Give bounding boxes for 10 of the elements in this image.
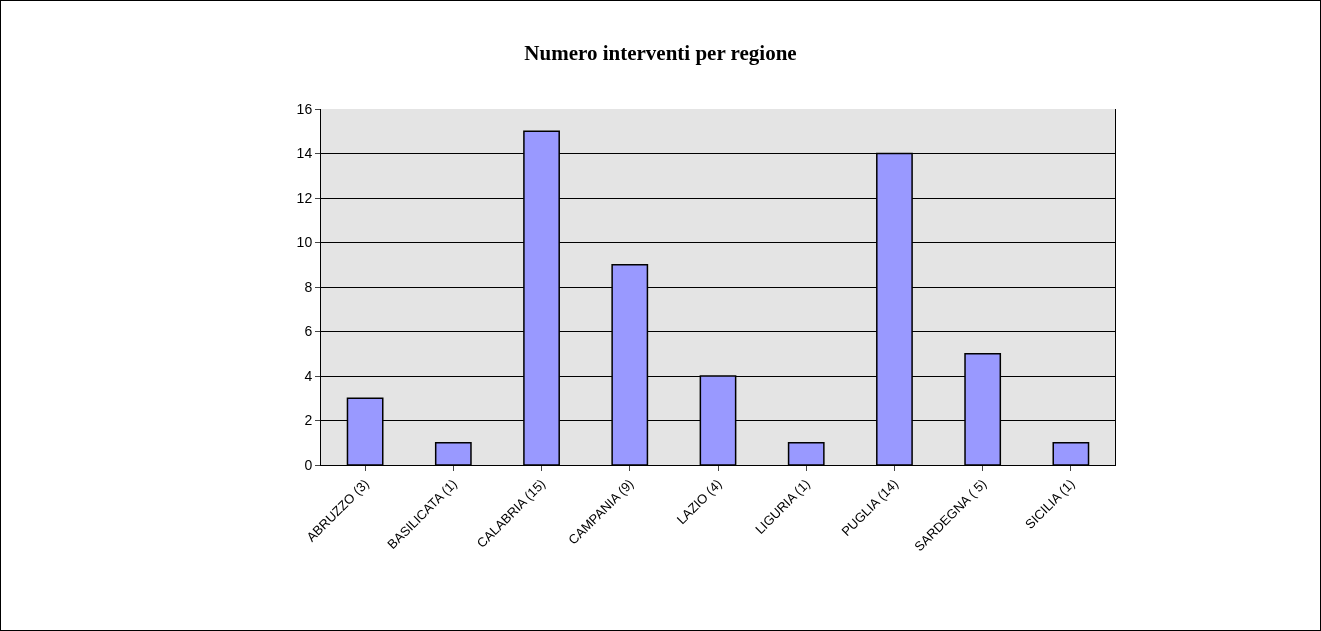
chart-title: Numero interventi per regione — [524, 40, 797, 65]
y-tick-label: 2 — [304, 412, 313, 429]
y-tick-label: 4 — [304, 367, 313, 384]
y-tick-label: 16 — [296, 100, 313, 117]
y-tick-label: 8 — [304, 278, 313, 295]
y-tick-label: 12 — [296, 189, 313, 206]
y-tick-label: 10 — [296, 234, 313, 251]
y-tick-label: 0 — [304, 456, 313, 473]
y-tick-label: 6 — [304, 323, 313, 340]
y-tick-label: 14 — [296, 145, 313, 162]
